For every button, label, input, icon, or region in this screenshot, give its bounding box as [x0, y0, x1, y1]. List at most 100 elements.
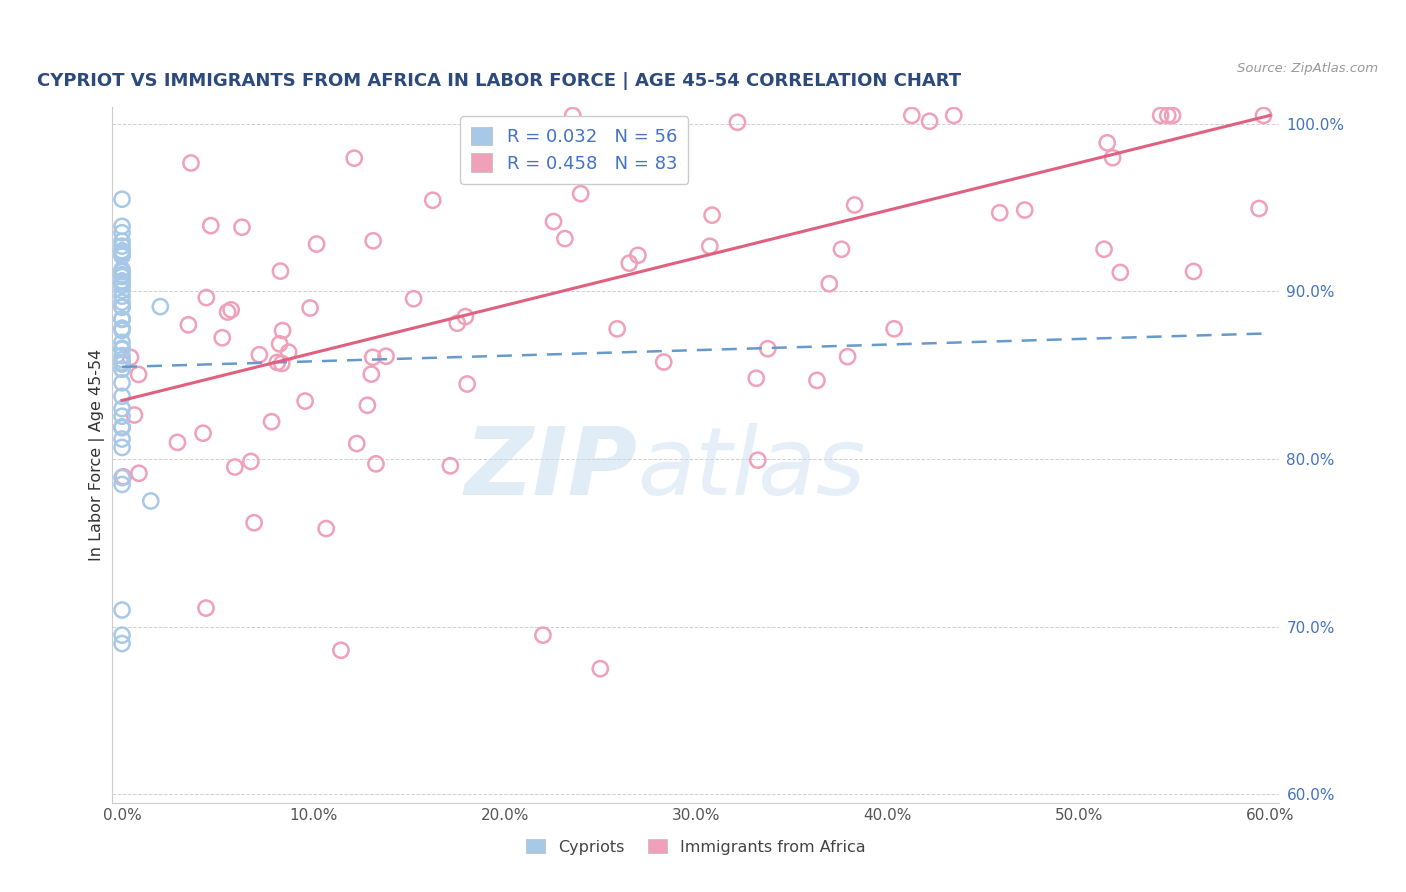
- Point: [111, 269, 134, 284]
- Point: [111, 277, 134, 292]
- Point: [942, 108, 965, 122]
- Point: [128, 368, 150, 382]
- Point: [111, 420, 134, 434]
- Point: [360, 367, 382, 381]
- Point: [305, 237, 328, 252]
- Point: [111, 264, 134, 278]
- Point: [111, 420, 134, 434]
- Point: [111, 192, 134, 206]
- Point: [364, 457, 387, 471]
- Point: [111, 357, 134, 371]
- Point: [619, 256, 641, 270]
- Point: [111, 276, 134, 290]
- Point: [111, 441, 134, 455]
- Point: [883, 322, 905, 336]
- Point: [561, 108, 583, 122]
- Point: [111, 335, 134, 350]
- Point: [837, 350, 859, 364]
- Point: [402, 292, 425, 306]
- Point: [627, 248, 650, 262]
- Point: [699, 239, 721, 253]
- Point: [111, 628, 134, 642]
- Point: [1157, 108, 1180, 122]
- Text: Source: ZipAtlas.com: Source: ZipAtlas.com: [1237, 62, 1378, 76]
- Point: [700, 208, 723, 222]
- Point: [195, 601, 218, 615]
- Point: [224, 460, 246, 475]
- Point: [111, 342, 134, 356]
- Point: [361, 351, 384, 365]
- Point: [111, 312, 134, 326]
- Point: [569, 186, 592, 201]
- Point: [343, 151, 366, 165]
- Point: [589, 662, 612, 676]
- Point: [111, 264, 134, 278]
- Point: [111, 362, 134, 376]
- Point: [271, 324, 294, 338]
- Point: [195, 291, 218, 305]
- Point: [1109, 265, 1132, 279]
- Point: [111, 324, 134, 338]
- Point: [554, 231, 576, 245]
- Point: [111, 278, 134, 293]
- Point: [124, 408, 146, 422]
- Point: [177, 318, 200, 332]
- Point: [180, 156, 202, 170]
- Point: [111, 321, 134, 335]
- Point: [139, 494, 162, 508]
- Point: [111, 636, 134, 650]
- Point: [111, 248, 134, 262]
- Point: [111, 376, 134, 390]
- Point: [111, 262, 134, 277]
- Point: [456, 377, 478, 392]
- Point: [111, 289, 134, 303]
- Point: [269, 337, 291, 351]
- Point: [111, 355, 134, 369]
- Point: [191, 426, 214, 441]
- Point: [111, 245, 134, 260]
- Point: [200, 219, 222, 233]
- Point: [844, 198, 866, 212]
- Point: [111, 226, 134, 240]
- Point: [243, 516, 266, 530]
- Point: [111, 477, 134, 491]
- Point: [299, 301, 322, 315]
- Point: [747, 453, 769, 467]
- Point: [111, 312, 134, 326]
- Point: [531, 628, 554, 642]
- Point: [806, 373, 828, 387]
- Point: [111, 389, 134, 403]
- Point: [1253, 108, 1275, 122]
- Point: [1150, 108, 1173, 122]
- Point: [361, 234, 384, 248]
- Point: [446, 316, 468, 330]
- Point: [247, 348, 270, 362]
- Point: [111, 244, 134, 258]
- Point: [111, 401, 134, 416]
- Point: [375, 349, 398, 363]
- Point: [128, 467, 150, 481]
- Point: [111, 274, 134, 288]
- Point: [439, 458, 461, 473]
- Point: [111, 268, 134, 282]
- Point: [725, 115, 748, 129]
- Point: [543, 214, 565, 228]
- Point: [745, 371, 768, 385]
- Point: [111, 352, 134, 367]
- Point: [294, 394, 316, 409]
- Point: [266, 355, 288, 369]
- Point: [111, 342, 134, 356]
- Point: [329, 643, 352, 657]
- Point: [149, 300, 172, 314]
- Point: [111, 470, 134, 484]
- Point: [111, 244, 134, 259]
- Point: [315, 522, 337, 536]
- Point: [756, 342, 779, 356]
- Point: [111, 312, 134, 326]
- Point: [111, 349, 134, 363]
- Point: [606, 322, 628, 336]
- Point: [111, 342, 134, 356]
- Point: [111, 409, 134, 424]
- Point: [1014, 202, 1036, 217]
- Point: [111, 234, 134, 248]
